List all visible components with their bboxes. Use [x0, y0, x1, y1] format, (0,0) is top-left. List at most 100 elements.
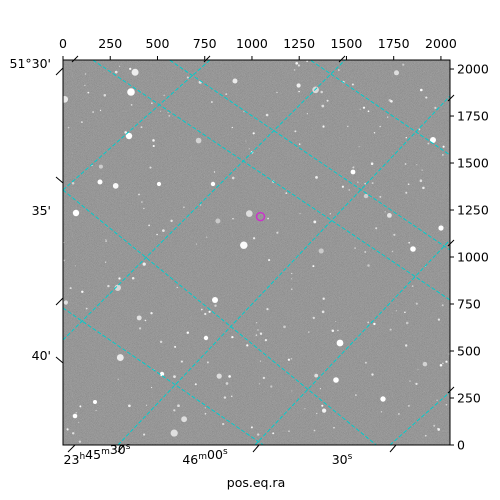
top-tick-label-7: 1750 — [378, 36, 410, 51]
star — [337, 329, 339, 332]
star — [341, 185, 345, 188]
star — [232, 218, 234, 220]
star — [148, 224, 150, 227]
star — [329, 213, 332, 215]
left-dec-axis: 51°30' 35' 40' — [10, 56, 64, 364]
ra-m-unit: m — [101, 447, 110, 457]
star — [181, 416, 188, 423]
coordinate-grid — [63, 60, 450, 445]
star — [283, 325, 286, 329]
star — [266, 308, 269, 311]
star — [373, 132, 376, 134]
star — [437, 427, 439, 430]
star — [357, 181, 359, 183]
star — [421, 169, 423, 171]
star — [367, 264, 370, 267]
star — [407, 404, 410, 407]
star — [143, 207, 145, 210]
left-diag-tick-1 — [55, 176, 64, 184]
star — [364, 250, 367, 254]
star-field — [63, 60, 450, 443]
star — [371, 373, 374, 376]
left-diag-tick-2 — [55, 297, 64, 306]
ra-s-value: 30 — [110, 442, 126, 457]
star — [265, 113, 269, 117]
star — [298, 90, 300, 93]
ra-m-value: 46 — [182, 452, 198, 467]
star — [245, 210, 253, 217]
star — [84, 84, 86, 87]
star — [151, 387, 153, 389]
star — [63, 259, 65, 262]
star — [152, 144, 155, 148]
star — [299, 213, 301, 215]
ra-m-value: 45 — [85, 447, 101, 462]
star — [159, 340, 163, 344]
star — [177, 404, 180, 408]
star — [231, 126, 233, 129]
star — [139, 327, 142, 330]
star — [404, 163, 407, 165]
star — [313, 429, 316, 432]
star — [246, 344, 249, 347]
star — [142, 262, 146, 266]
star — [150, 312, 153, 315]
star — [416, 164, 418, 166]
bright-star — [410, 246, 416, 252]
bright-star — [350, 169, 356, 175]
star — [437, 318, 441, 321]
star — [352, 166, 355, 169]
star — [373, 322, 376, 326]
star — [80, 121, 83, 124]
ra-s-value: 30 — [332, 452, 348, 467]
star — [291, 390, 293, 392]
star — [105, 239, 107, 241]
star — [208, 310, 211, 313]
left-diag-tick-0 — [55, 67, 64, 76]
star — [222, 422, 225, 426]
right-diag-tick-0 — [447, 94, 455, 102]
star — [199, 204, 202, 206]
star — [210, 101, 213, 103]
ra-m-unit: m — [198, 452, 207, 462]
star — [129, 67, 132, 71]
image-noise — [63, 60, 450, 445]
star — [395, 310, 398, 312]
star — [379, 195, 382, 198]
star — [176, 286, 178, 289]
top-tick-label-2: 500 — [146, 36, 170, 51]
top-tick-label-6: 1500 — [331, 36, 363, 51]
star — [225, 93, 228, 95]
star — [173, 375, 176, 378]
star — [308, 331, 310, 333]
star — [200, 308, 203, 311]
star — [427, 142, 430, 145]
star — [270, 385, 273, 388]
star — [304, 408, 306, 410]
star — [245, 140, 247, 142]
right-tick-label-8: 2000 — [457, 62, 489, 77]
star — [79, 405, 82, 408]
star — [272, 432, 275, 435]
star — [384, 211, 386, 213]
star — [118, 277, 121, 280]
star — [258, 383, 261, 385]
star — [95, 409, 97, 412]
star — [160, 110, 161, 112]
star — [445, 404, 447, 406]
x-axis-title: pos.eq.ra — [227, 475, 285, 490]
star — [170, 429, 178, 437]
star — [391, 250, 394, 253]
star — [358, 146, 360, 148]
star — [411, 285, 414, 287]
star — [425, 96, 428, 99]
star — [215, 218, 221, 224]
bright-star — [438, 225, 444, 231]
star — [348, 189, 350, 191]
star — [306, 113, 308, 115]
star — [131, 277, 135, 280]
grid-line-6 — [63, 60, 346, 341]
star — [306, 60, 308, 63]
star — [436, 399, 438, 402]
